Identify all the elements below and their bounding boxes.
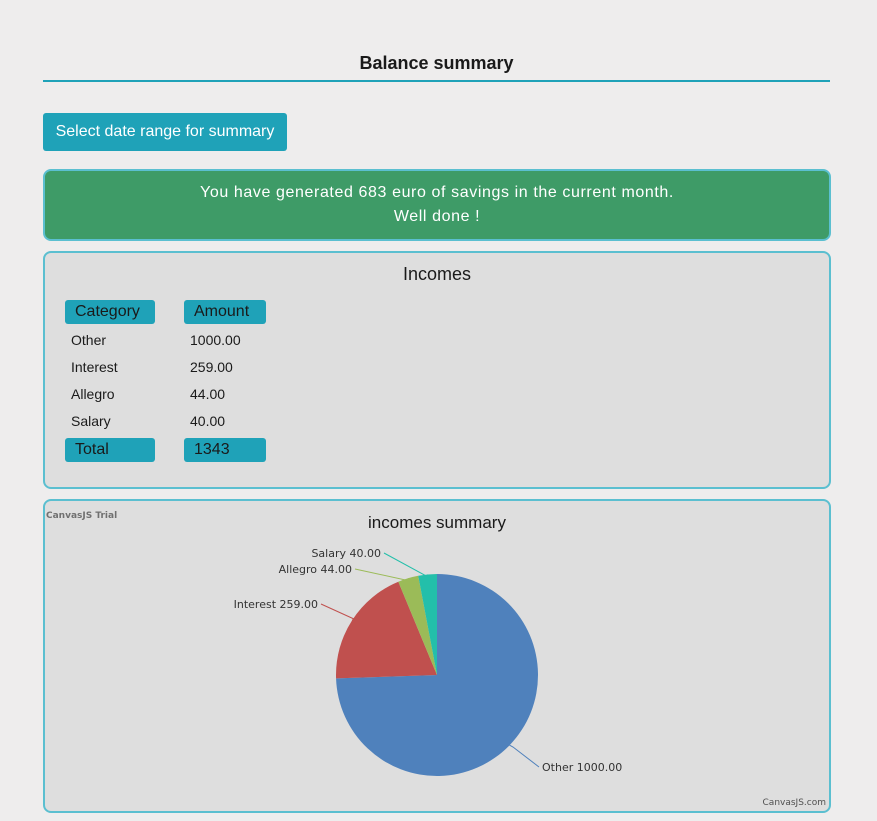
chart-title: incomes summary <box>368 513 506 532</box>
income-amount: 1000.00 <box>190 332 241 348</box>
income-category: Interest <box>71 359 118 375</box>
category-column-header: Category <box>65 300 155 324</box>
pie-label: Allegro 44.00 <box>279 563 352 576</box>
select-date-range-button[interactable]: Select date range for summary <box>43 113 287 151</box>
pie-label-connector <box>383 552 429 578</box>
income-category: Other <box>71 332 107 348</box>
pie-label-connector <box>354 568 412 582</box>
income-category: Salary <box>71 413 111 429</box>
income-amount: 259.00 <box>190 359 233 375</box>
savings-alert: You have generated 683 euro of savings i… <box>43 169 831 241</box>
canvasjs-trial-watermark: CanvasJS Trial <box>46 511 118 521</box>
amount-column-header: Amount <box>184 300 266 324</box>
pie-label: Salary 40.00 <box>311 547 381 560</box>
pie-slice-salary[interactable] <box>418 574 437 675</box>
incomes-card: Incomes Category Amount Other 1000.00 In… <box>43 251 831 489</box>
pie-chart: Other 1000.00 Interest 259.00 Allegro 44.0… <box>234 547 622 776</box>
income-amount: 44.00 <box>190 386 226 402</box>
total-value: 1343 <box>184 438 266 462</box>
savings-message: You have generated 683 euro of savings i… <box>200 184 674 201</box>
pie-label: Other 1000.00 <box>542 761 622 774</box>
pie-label-connector <box>320 603 356 621</box>
pie-label: Interest 259.00 <box>234 598 318 611</box>
title-divider <box>43 80 830 82</box>
pie-label-connector <box>509 744 540 768</box>
income-amount: 40.00 <box>190 413 226 429</box>
pie-slice-other[interactable] <box>336 574 538 776</box>
income-category: Allegro <box>71 386 115 402</box>
total-label: Total <box>65 438 155 462</box>
savings-congrats: Well done ! <box>393 208 481 225</box>
page-title: Balance summary <box>359 53 514 73</box>
pie-slice-allegro[interactable] <box>398 575 437 675</box>
incomes-title: Incomes <box>402 264 472 284</box>
incomes-chart-card: CanvasJS Trial incomes summary Other 100… <box>43 499 831 813</box>
pie-slice-interest[interactable] <box>336 581 437 679</box>
canvasjs-credit-link[interactable]: CanvasJS.com <box>762 798 826 808</box>
